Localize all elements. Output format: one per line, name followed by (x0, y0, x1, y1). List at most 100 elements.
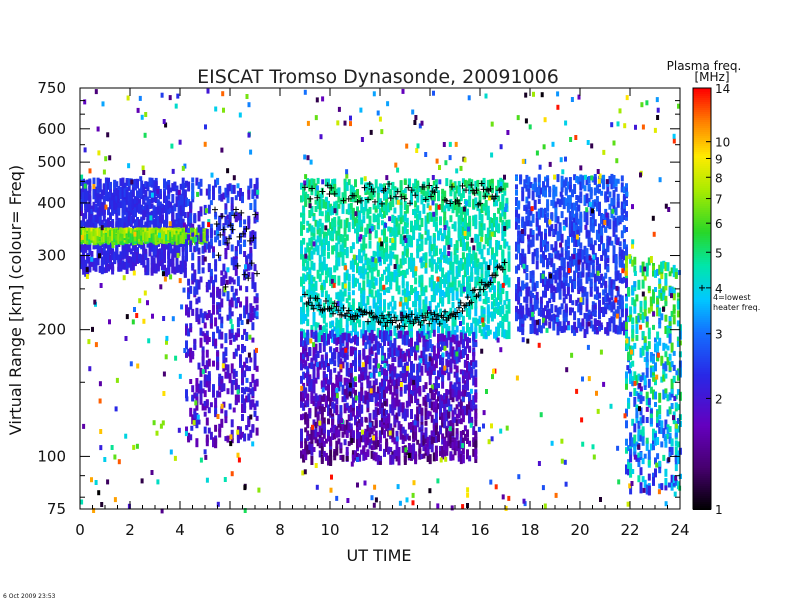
echo-cell (387, 207, 391, 213)
echo-cell (185, 351, 188, 358)
echo-cell (497, 309, 501, 315)
echo-cell (389, 250, 393, 258)
echo-cell (461, 242, 465, 252)
echo-cell (241, 334, 244, 340)
echo-cell (349, 404, 353, 413)
echo-cell (376, 193, 380, 201)
echo-cell (191, 177, 195, 183)
echo-cell (501, 307, 505, 315)
echo-cell (308, 376, 312, 386)
echo-cell (306, 356, 310, 361)
echo-cell (345, 273, 349, 281)
echo-cell (482, 332, 486, 339)
echo-cell (104, 182, 108, 192)
echo-cell (347, 179, 351, 186)
echo-cell (193, 213, 197, 223)
echo-cell (505, 310, 509, 321)
echo-cell (300, 316, 303, 325)
echo-cell (129, 193, 133, 204)
echo-cell (501, 195, 505, 202)
echo-cell (234, 332, 238, 341)
echo-cell (310, 329, 314, 338)
echo-cell (468, 227, 472, 237)
echo-cell (253, 349, 257, 358)
echo-cell (414, 178, 418, 187)
echo-cell (310, 437, 314, 448)
echo-cell (482, 298, 486, 304)
echo-cell (117, 255, 121, 264)
echo-cell (107, 244, 110, 254)
echo-cell (376, 242, 380, 250)
echo-cell (327, 429, 330, 436)
echo-cell (412, 183, 416, 193)
echo-cell (96, 227, 100, 236)
echo-cell (486, 330, 490, 336)
echo-cell (154, 235, 158, 246)
echo-cell (102, 206, 106, 216)
echo-cell (241, 414, 244, 421)
echo-cell (320, 211, 324, 217)
echo-cell (378, 420, 382, 428)
echo-cell (468, 283, 472, 292)
echo-cell (412, 288, 416, 294)
echo-cell (234, 370, 238, 377)
echo-cell (389, 271, 393, 279)
echo-cell (175, 267, 179, 273)
echo-cell (389, 227, 393, 233)
echo-cell (389, 245, 393, 251)
echo-cell (185, 197, 188, 207)
echo-cell (393, 216, 397, 224)
echo-cell (310, 225, 314, 233)
echo-cell (109, 220, 112, 227)
echo-cell (374, 430, 378, 441)
echo-cell (420, 274, 424, 280)
echo-cell (414, 210, 418, 216)
echo-cell (351, 360, 355, 367)
echo-cell (179, 235, 183, 243)
echo-cell (216, 351, 220, 361)
echo-cell (333, 360, 337, 367)
echo-cell (364, 197, 368, 204)
echo-cell (482, 205, 486, 211)
echo-cell (189, 245, 193, 252)
echo-cell (393, 254, 397, 260)
echo-cell (177, 233, 181, 244)
echo-cell (209, 292, 213, 298)
echo-cell (383, 408, 386, 418)
echo-cell (232, 184, 236, 194)
echo-cell (434, 179, 438, 185)
echo-cell (322, 423, 326, 434)
echo-cell (351, 312, 355, 318)
echo-cell (90, 231, 94, 241)
echo-cell (380, 323, 384, 332)
echo-cell (314, 199, 318, 205)
echo-cell (383, 206, 386, 213)
echo-cell (466, 280, 469, 290)
echo-cell (331, 245, 335, 255)
echo-cell (253, 264, 257, 272)
echo-cell (374, 207, 378, 213)
echo-cell (472, 250, 476, 261)
echo-cell (403, 180, 407, 185)
echo-cell (380, 213, 384, 219)
echo-cell (327, 404, 330, 412)
echo-cell (437, 326, 440, 334)
echo-cell (142, 194, 146, 204)
echo-cell (173, 203, 177, 212)
echo-cell (331, 301, 335, 308)
echo-cell (306, 255, 310, 261)
echo-cell (154, 245, 158, 255)
echo-cell (80, 245, 83, 251)
echo-cell (329, 307, 333, 313)
echo-cell (214, 405, 218, 415)
echo-cell (150, 267, 154, 276)
echo-cell (389, 275, 393, 286)
echo-cell (318, 394, 322, 402)
echo-cell (80, 179, 83, 186)
echo-cell (349, 429, 353, 436)
echo-cell (158, 256, 162, 267)
echo-cell (385, 244, 389, 253)
plot-area (79, 87, 682, 514)
echo-cell (163, 231, 166, 242)
echo-cell (490, 312, 494, 322)
